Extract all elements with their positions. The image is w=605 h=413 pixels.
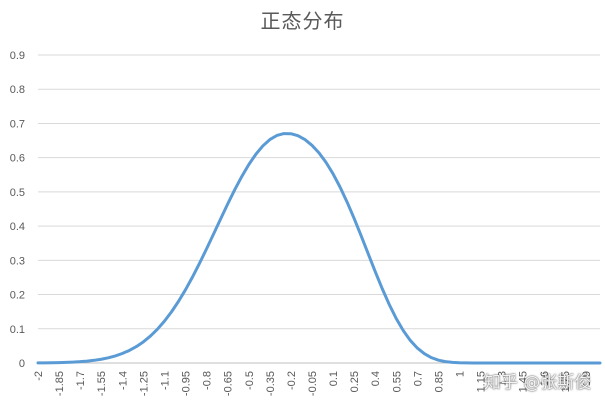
x-tick-label: 1.45 [518, 371, 530, 392]
x-tick-label: 1.15 [476, 371, 488, 392]
chart-title: 正态分布 [260, 9, 345, 33]
y-tick-label: 0.9 [10, 50, 25, 62]
x-tick-label: 0.7 [412, 371, 424, 386]
x-tick-label: -0.05 [307, 371, 319, 396]
x-tick-label: 1.3 [497, 371, 509, 386]
y-tick-label: 0.6 [10, 153, 25, 165]
y-tick-label: 0.3 [10, 255, 25, 267]
series-line [36, 132, 602, 365]
x-tick-label: 1.9 [581, 371, 593, 386]
x-tick-label: 0.85 [433, 371, 445, 392]
x-axis: -2 -1.85 -1.7 -1.55 -1.4 -1.25 -1.1 -0.95 -0.8 -0… [33, 371, 593, 396]
x-tick-label: -0.5 [244, 371, 256, 390]
x-tick-label: 1.6 [539, 371, 551, 386]
x-tick-label: -0.2 [286, 371, 298, 390]
x-tick-label: -0.35 [265, 371, 277, 396]
series-layer [36, 132, 602, 365]
grid-lines [38, 54, 600, 364]
y-tick-label: 0.4 [10, 221, 25, 233]
x-tick-label: -1.55 [96, 371, 108, 396]
x-tick-label: 1 [455, 371, 467, 377]
x-tick-label: -0.95 [181, 371, 193, 396]
y-tick-label: 0.7 [10, 118, 25, 130]
x-tick-label: -0.8 [202, 371, 214, 390]
y-tick-label: 0 [19, 358, 25, 370]
x-tick-label: -1.1 [159, 371, 171, 390]
x-tick-label: -1.85 [54, 371, 66, 396]
x-tick-label: 1.75 [560, 371, 572, 392]
x-tick-label: 0.4 [370, 371, 382, 386]
x-tick-label: -1.4 [117, 371, 129, 390]
y-tick-label: 0.1 [10, 324, 25, 336]
x-tick-label: -1.25 [138, 371, 150, 396]
x-tick-label: -1.7 [75, 371, 87, 390]
x-tick-label: -0.65 [223, 371, 235, 396]
y-axis: 0 0.1 0.2 0.3 0.4 0.5 0.6 0.7 0.8 0.9 [10, 50, 25, 370]
y-tick-label: 0.8 [10, 84, 25, 96]
x-tick-label: 0.55 [391, 371, 403, 392]
y-tick-label: 0.5 [10, 187, 25, 199]
y-tick-label: 0.2 [10, 290, 25, 302]
x-tick-label: 0.1 [328, 371, 340, 386]
x-tick-label: 0.25 [349, 371, 361, 392]
x-tick-label: -2 [33, 371, 45, 381]
